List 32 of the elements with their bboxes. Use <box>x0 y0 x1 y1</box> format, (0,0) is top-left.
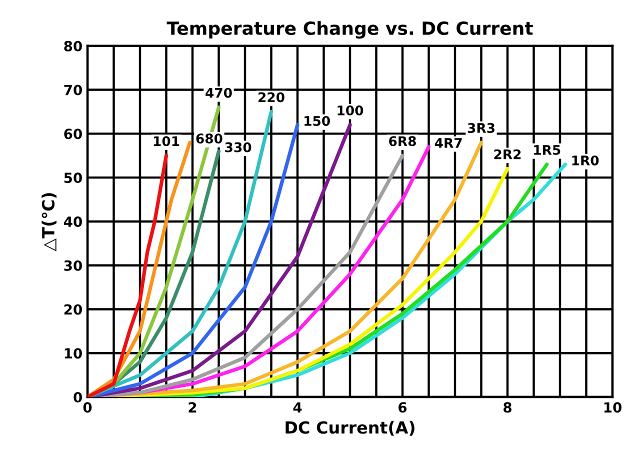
x-tick-label: 6 <box>398 402 407 413</box>
y-tick-label: 80 <box>64 40 82 52</box>
x-axis-title: DC Current(A) <box>286 420 414 436</box>
chart-title: Temperature Change vs. DC Current <box>166 21 533 39</box>
series-label: 101 <box>154 136 180 146</box>
series-label: 1R5 <box>534 145 560 155</box>
x-tick-label: 4 <box>293 402 302 412</box>
line-series <box>88 154 168 398</box>
series-label: 150 <box>304 116 330 126</box>
series-label: 6R8 <box>389 136 416 146</box>
series-label: 220 <box>258 92 284 102</box>
series-label: 2R2 <box>494 149 521 160</box>
series-label: 330 <box>225 142 252 152</box>
y-axis-title: △T(℃) <box>42 193 56 252</box>
y-tick-label: 30 <box>64 260 82 271</box>
x-tick-label: 10 <box>604 402 622 413</box>
y-tick-label: 40 <box>64 216 82 227</box>
series-label: 100 <box>338 105 364 116</box>
x-tick-label: 8 <box>504 402 512 413</box>
series-label: 3R3 <box>468 122 494 133</box>
y-tick-label: 10 <box>64 348 82 359</box>
y-tick-label: 50 <box>64 172 82 184</box>
y-tick-label: 20 <box>64 304 82 315</box>
series-label: 1R0 <box>572 155 599 166</box>
series-label: 470 <box>206 88 232 98</box>
y-tick-label: 0 <box>74 392 82 403</box>
y-tick-label: 60 <box>64 128 82 140</box>
series-label: 4R7 <box>434 138 462 148</box>
x-tick-label: 2 <box>188 402 196 412</box>
series-label: 680 <box>196 134 222 144</box>
x-tick-label: 0 <box>83 402 92 413</box>
y-tick-label: 70 <box>64 84 82 96</box>
